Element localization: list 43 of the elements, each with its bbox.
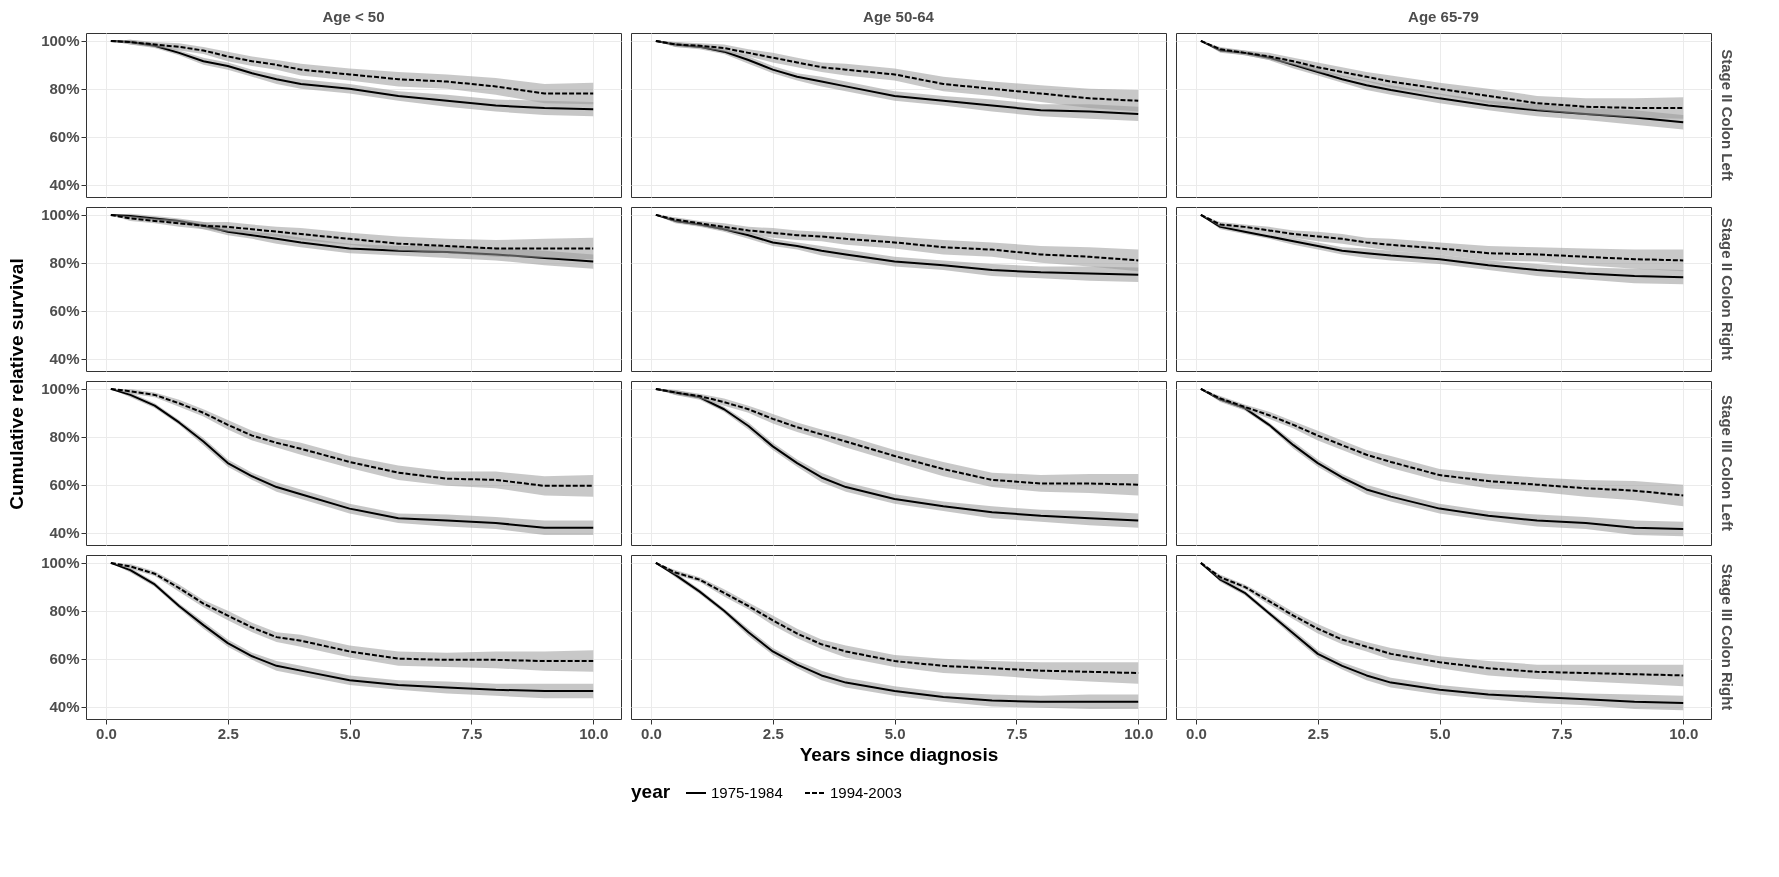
y-tick-label: 80% [49,602,80,620]
y-tick-label: 80% [49,80,80,98]
y-tick-label: 100% [41,206,80,224]
legend-label: 1994-2003 [830,784,902,801]
x-tick-label: 7.5 [461,724,483,742]
y-tick-label: 60% [49,650,80,668]
x-tick-label: 2.5 [217,724,239,742]
text: Stage II Colon Left [1719,49,1736,181]
chart-title: Age 65-79 [1408,8,1479,25]
x-axis-title: Years since diagnosis [799,743,999,765]
chart-title: Age < 50 [322,8,385,25]
x-tick-label: 5.0 [1429,724,1451,742]
text: Stage II Colon Right [1719,217,1736,361]
y-tick-label: 40% [49,350,80,368]
x-tick-label: 7.5 [1006,724,1028,742]
legend-label: 1975-1984 [711,784,783,801]
x-tick-label: 0.0 [96,724,117,742]
y-tick-label: 40% [49,524,80,542]
y-tick-label: 40% [49,698,80,716]
y-tick-label: 100% [41,554,80,572]
x-tick-label: 5.0 [339,724,361,742]
y-tick-label: 60% [49,302,80,320]
x-tick-label: 0.0 [1186,724,1207,742]
chart-title: Age 50-64 [863,8,935,25]
x-tick-label: 7.5 [1551,724,1573,742]
x-tick-label: 0.0 [641,724,662,742]
text: Stage III Colon Right [1719,563,1736,711]
y-tick-label: 60% [49,476,80,494]
x-tick-label: 10.0 [1124,724,1154,742]
y-tick-label: 60% [49,128,80,146]
x-tick-label: 2.5 [1307,724,1329,742]
x-tick-label: 5.0 [884,724,906,742]
legend-title: year [631,781,671,802]
y-tick-label: 100% [41,32,80,50]
y-tick-label: 80% [49,254,80,272]
text: Stage III Colon Left [1719,395,1736,531]
x-tick-label: 2.5 [762,724,784,742]
y-tick-label: 80% [49,428,80,446]
y-tick-label: 40% [49,176,80,194]
x-tick-label: 10.0 [1669,724,1699,742]
y-axis-title: Cumulative relative survival [6,258,28,510]
x-tick-label: 10.0 [579,724,609,742]
y-tick-label: 100% [41,380,80,398]
